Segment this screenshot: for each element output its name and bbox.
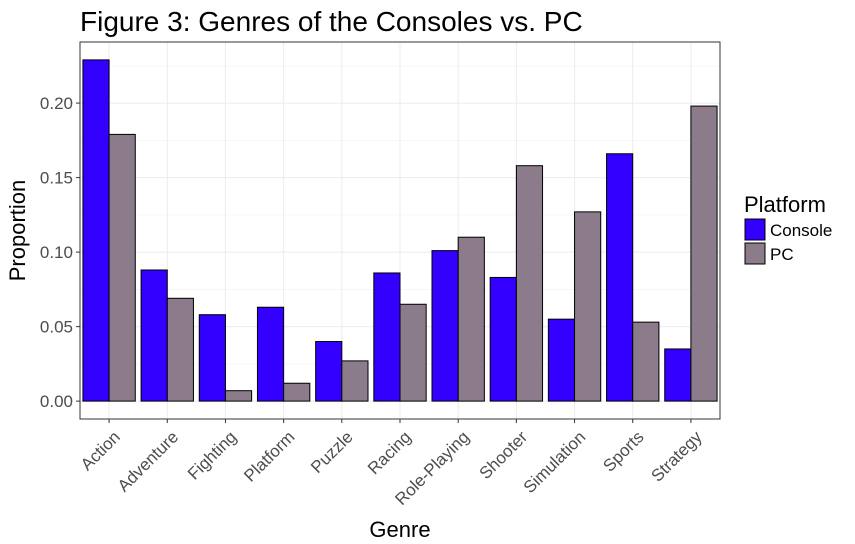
- x-tick-label: Simulation: [520, 427, 590, 497]
- bar-pc-shooter: [515, 165, 544, 402]
- y-tick-label: 0.10: [40, 243, 73, 262]
- bar-console-role-playing: [431, 250, 459, 402]
- x-tick-label: Strategy: [648, 427, 707, 486]
- bar-console-simulation: [547, 318, 576, 402]
- bar-pc-role-playing: [457, 236, 485, 402]
- bar-console-racing: [373, 272, 401, 402]
- y-axis-ticks: 0.00 0.05 0.10 0.15 0.20: [40, 94, 80, 411]
- bar-pc-simulation: [574, 211, 602, 402]
- y-axis-title: Proportion: [5, 180, 30, 282]
- legend-title: Platform: [744, 192, 826, 217]
- bar-console-action: [82, 59, 110, 402]
- y-tick-label: 0.15: [40, 169, 73, 188]
- legend-key-console: [744, 218, 766, 241]
- bar-pc-fighting: [224, 390, 253, 402]
- bar-console-shooter: [489, 276, 517, 402]
- bar-pc-platform: [283, 382, 311, 402]
- legend-label-console: Console: [770, 221, 832, 240]
- y-tick-label: 0.00: [40, 392, 73, 411]
- bar-console-sports: [606, 153, 634, 402]
- x-tick-label: Fighting: [184, 427, 240, 483]
- x-tick-label: Puzzle: [307, 427, 357, 477]
- bar-console-platform: [256, 306, 285, 402]
- legend-label-pc: PC: [770, 245, 794, 264]
- bar-console-strategy: [664, 348, 692, 402]
- x-tick-label: Shooter: [476, 427, 532, 483]
- x-tick-label: Racing: [364, 427, 415, 478]
- legend-key-pc: [744, 242, 766, 265]
- x-tick-label: Adventure: [114, 427, 182, 495]
- legend: Platform Console PC: [744, 192, 832, 265]
- y-tick-label: 0.20: [40, 94, 73, 113]
- bar-pc-sports: [632, 321, 660, 402]
- bar-pc-action: [108, 133, 136, 402]
- x-tick-label: Sports: [599, 427, 647, 475]
- bars: [82, 59, 718, 402]
- x-axis-title: Genre: [369, 517, 430, 542]
- y-tick-label: 0.05: [40, 318, 73, 337]
- bar-console-fighting: [198, 314, 226, 402]
- bar-pc-adventure: [166, 297, 194, 402]
- bar-console-adventure: [140, 269, 168, 402]
- x-tick-label: Platform: [240, 427, 298, 485]
- bar-console-puzzle: [315, 341, 343, 402]
- chart-title: Figure 3: Genres of the Consoles vs. PC: [80, 6, 583, 37]
- bar-pc-racing: [399, 303, 427, 402]
- x-tick-label: Action: [77, 427, 124, 474]
- bar-pc-strategy: [690, 105, 718, 402]
- bar-pc-puzzle: [341, 360, 369, 402]
